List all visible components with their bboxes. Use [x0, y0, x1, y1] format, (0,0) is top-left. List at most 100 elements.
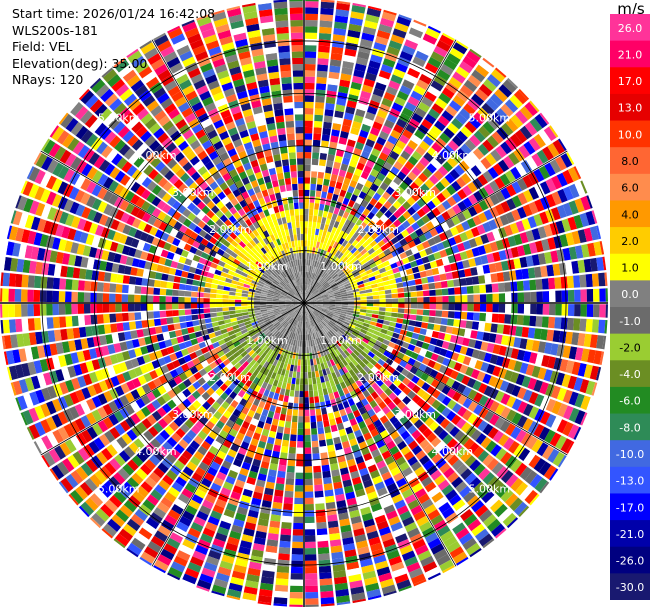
range-gate [384, 285, 391, 290]
range-gate [492, 251, 501, 262]
range-gate [244, 482, 255, 492]
range-gate [492, 303, 499, 313]
range-gate [310, 301, 317, 303]
range-gate [84, 280, 92, 291]
range-gate [421, 214, 431, 224]
range-gate [352, 521, 364, 531]
range-gate [316, 528, 328, 536]
range-gate [443, 264, 452, 273]
range-gate [62, 458, 75, 473]
range-gate [99, 260, 107, 271]
range-gate [332, 564, 346, 572]
range-gate [254, 310, 261, 314]
range-gate [428, 486, 440, 498]
range-gate [294, 358, 298, 366]
range-gate [423, 135, 434, 147]
range-gate [337, 506, 348, 515]
range-gate [561, 304, 569, 316]
range-gate [328, 321, 335, 327]
range-gate [467, 303, 474, 312]
range-gate [329, 299, 336, 302]
range-gate [284, 314, 290, 320]
range-gate [314, 318, 319, 324]
range-gate [319, 350, 325, 357]
range-gate [255, 406, 263, 415]
range-gate [439, 34, 454, 47]
range-gate [405, 349, 413, 357]
range-gate [61, 253, 70, 265]
range-gate [318, 242, 324, 250]
range-gate [271, 318, 278, 324]
range-gate [288, 309, 294, 314]
range-gate [354, 63, 367, 72]
range-gate [39, 290, 47, 302]
range-gate [220, 343, 228, 350]
range-gate [288, 317, 293, 324]
range-gate [511, 195, 522, 208]
range-gate [329, 359, 336, 367]
range-gate [579, 318, 587, 332]
range-gate [449, 168, 460, 180]
range-gate [293, 365, 298, 372]
range-gate [178, 342, 187, 350]
range-gate [500, 201, 511, 213]
range-gate [322, 282, 329, 288]
range-gate [304, 434, 311, 442]
range-gate [448, 295, 455, 303]
range-gate [333, 391, 340, 399]
range-gate [216, 334, 224, 341]
range-gate [312, 221, 317, 229]
range-gate [217, 406, 226, 415]
range-gate [274, 584, 289, 592]
range-gate [352, 224, 360, 232]
range-gate [135, 468, 148, 480]
range-gate [446, 53, 461, 65]
range-gate [304, 497, 314, 505]
range-gate [344, 112, 354, 121]
range-gate [319, 278, 325, 285]
range-gate [334, 155, 343, 164]
range-gate [287, 402, 294, 410]
range-gate [306, 278, 308, 285]
range-gate [227, 588, 242, 599]
range-gate [0, 288, 3, 302]
range-gate [513, 233, 523, 246]
range-gate [370, 251, 378, 259]
range-gate [178, 439, 189, 450]
range-gate [212, 341, 220, 349]
range-gate [475, 88, 489, 102]
range-gate [545, 178, 557, 192]
range-gate [585, 210, 596, 226]
range-gate [438, 429, 449, 441]
range-gate [422, 33, 438, 45]
range-gate [106, 444, 118, 457]
range-gate [428, 316, 436, 324]
range-gate [455, 148, 467, 160]
range-gate [343, 54, 356, 63]
range-gate [316, 275, 321, 282]
range-gate [350, 390, 358, 399]
range-gate [316, 83, 327, 91]
range-gate [410, 291, 417, 297]
range-gate [414, 107, 427, 118]
range-gate [487, 167, 499, 179]
range-gate [28, 424, 41, 439]
range-gate [401, 191, 411, 201]
range-gate [359, 237, 366, 245]
range-gate [367, 133, 378, 142]
range-gate [260, 352, 267, 359]
range-gate [118, 362, 128, 373]
range-gate [580, 304, 587, 317]
range-gate [243, 353, 251, 361]
range-gate [304, 466, 313, 473]
range-gate [361, 398, 369, 407]
range-gate [510, 246, 520, 258]
range-gate [241, 293, 249, 297]
range-gate [339, 189, 347, 198]
range-gate [341, 247, 348, 254]
range-gate [372, 255, 381, 262]
range-gate [190, 303, 198, 309]
range-gate [171, 296, 179, 303]
range-gate [285, 298, 292, 301]
range-gate [386, 171, 396, 181]
